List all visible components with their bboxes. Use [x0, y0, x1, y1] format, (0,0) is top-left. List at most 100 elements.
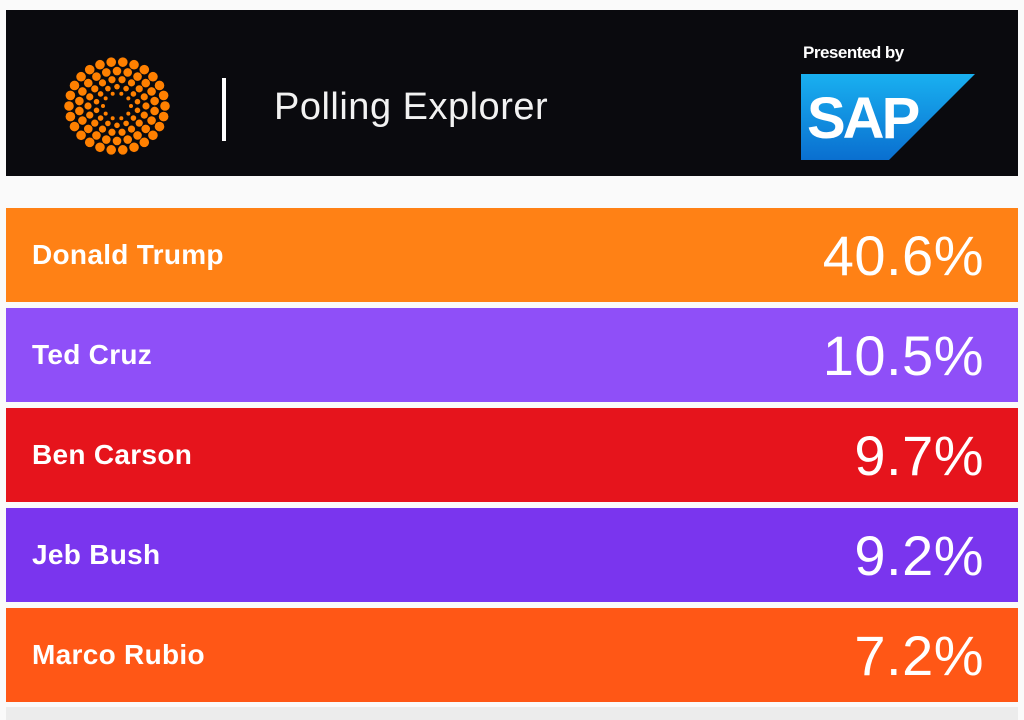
header-divider	[222, 78, 226, 141]
logo-dot	[126, 111, 131, 116]
sap-logo-icon: SAP	[801, 74, 975, 160]
logo-dot	[154, 121, 165, 132]
logo-dot	[106, 145, 117, 155]
logo-dot	[127, 79, 136, 87]
logo-dot	[95, 142, 105, 153]
logo-dot	[98, 125, 107, 133]
logo-dot	[119, 116, 124, 121]
logo-dot	[75, 106, 84, 116]
logo-dot	[105, 85, 111, 92]
candidate-percent: 9.2%	[854, 523, 984, 587]
logo-dot	[110, 116, 115, 121]
logo-dot	[91, 119, 99, 127]
logo-dot	[114, 83, 120, 90]
logo-dot	[147, 116, 156, 125]
candidate-percent: 10.5%	[822, 323, 984, 387]
logo-dot	[114, 122, 120, 129]
logo-dot	[78, 116, 87, 125]
logo-dot	[133, 131, 142, 140]
candidate-percent: 7.2%	[854, 623, 984, 687]
logo-dot	[129, 59, 139, 70]
logo-dot	[123, 68, 133, 77]
logo-dot	[123, 135, 133, 144]
logo-dot	[148, 130, 158, 141]
logo-dot	[75, 96, 84, 106]
logo-dot	[101, 104, 105, 108]
candidate-row[interactable]: Ted Cruz 10.5%	[6, 308, 1018, 402]
logo-dot	[106, 57, 117, 67]
logo-dot	[97, 91, 104, 97]
logo-dot	[84, 64, 95, 75]
sap-logo-text: SAP	[807, 86, 919, 151]
poll-results-list: Donald Trump 40.6% Ted Cruz 10.5% Ben Ca…	[6, 208, 1018, 708]
logo-dot	[76, 71, 86, 82]
logo-dot	[127, 125, 136, 133]
logo-dot	[112, 66, 122, 76]
logo-dot	[134, 98, 141, 105]
logo-dot	[130, 91, 137, 97]
logo-dot	[150, 106, 159, 116]
logo-dot	[108, 128, 116, 136]
candidate-name: Marco Rubio	[32, 639, 205, 670]
logo-dot	[135, 85, 143, 93]
logo-dot	[69, 80, 80, 91]
logo-dot	[141, 124, 151, 134]
candidate-row[interactable]: Marco Rubio 7.2%	[6, 608, 1018, 702]
logo-dot	[160, 101, 170, 111]
logo-dot	[105, 120, 111, 127]
logo-dot	[64, 101, 74, 111]
logo-dot	[119, 91, 124, 96]
candidate-row[interactable]: Donald Trump 40.6%	[6, 208, 1018, 302]
next-row-edge	[6, 707, 1018, 720]
logo-dot	[92, 72, 101, 81]
logo-dot	[103, 111, 108, 116]
logo-dot	[83, 124, 93, 134]
logo-dot	[139, 137, 150, 148]
logo-dot	[126, 96, 131, 101]
logo-dot	[148, 71, 158, 82]
logo-dot	[65, 90, 76, 101]
logo-dot	[129, 104, 133, 108]
logo-dot	[141, 78, 151, 88]
logo-dot	[91, 85, 99, 93]
logo-dot	[98, 79, 107, 87]
logo-dot	[154, 80, 165, 91]
app-header: Polling Explorer Presented by SAP	[6, 10, 1018, 176]
logo-dot	[123, 85, 129, 92]
logo-dot	[86, 111, 94, 119]
logo-dot	[134, 107, 141, 114]
logo-dot	[110, 91, 115, 96]
logo-dot	[117, 145, 128, 155]
logo-dot	[150, 96, 159, 106]
logo-dot	[84, 137, 95, 148]
logo-dot	[93, 98, 100, 105]
logo-dot	[84, 102, 92, 110]
logo-dot	[95, 59, 105, 70]
logo-dot	[129, 142, 139, 153]
logo-dot	[112, 136, 122, 146]
logo-dot	[123, 120, 129, 127]
logo-dot	[158, 111, 169, 122]
logo-dot	[65, 111, 76, 122]
candidate-name: Donald Trump	[32, 239, 224, 270]
logo-dot	[103, 96, 108, 101]
candidate-row[interactable]: Jeb Bush 9.2%	[6, 508, 1018, 602]
logo-dot	[133, 72, 142, 81]
logo-dot	[118, 128, 126, 136]
logo-dot	[140, 111, 148, 119]
candidate-name: Ben Carson	[32, 439, 193, 470]
candidate-row[interactable]: Ben Carson 9.7%	[6, 408, 1018, 502]
logo-dot	[101, 68, 111, 77]
app-title: Polling Explorer	[274, 86, 549, 128]
logo-dot	[76, 130, 86, 141]
logo-dot	[108, 76, 116, 84]
logo-dot	[140, 93, 148, 101]
logo-dot	[130, 115, 137, 121]
reuters-logo-icon	[64, 57, 170, 155]
logo-dot	[86, 93, 94, 101]
logo-dot	[139, 64, 150, 75]
logo-dot	[69, 121, 80, 132]
candidate-percent: 9.7%	[854, 423, 984, 487]
logo-dot	[117, 57, 128, 67]
sponsor-label: Presented by	[803, 43, 904, 62]
